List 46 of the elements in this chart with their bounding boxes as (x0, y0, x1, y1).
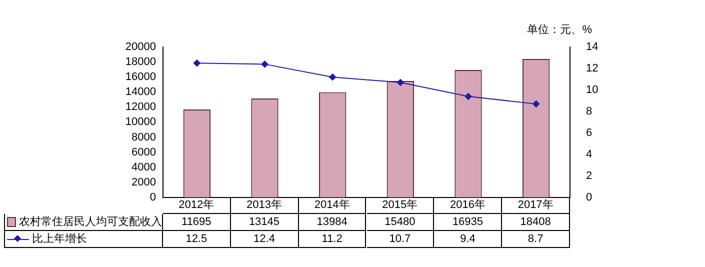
x-tick-label: 2012年 (163, 197, 231, 214)
data-label: 12.4 (230, 231, 299, 248)
x-tick-label: 2016年 (434, 197, 502, 214)
data-label: 18408 (502, 214, 570, 232)
y2-tick-label: 10 (586, 84, 598, 96)
data-label: 9.4 (434, 231, 502, 248)
x-tick-label: 2013年 (230, 197, 299, 214)
y-tick-label: 16000 (125, 71, 156, 84)
x-tick-label: 2017年 (502, 197, 570, 214)
y-tick-label: 12000 (125, 101, 156, 114)
data-label: 13145 (230, 214, 299, 232)
y-tick-label: 6000 (132, 146, 156, 158)
y2-tick-label: 0 (586, 191, 592, 204)
point (464, 92, 472, 100)
y-tick-label: 0 (150, 191, 156, 204)
y-tick-label: 18000 (125, 56, 156, 68)
data-label: 10.7 (366, 231, 434, 248)
text: 单位：元、% (527, 23, 592, 37)
y-tick-label: 8000 (132, 131, 156, 144)
data-label: 11.2 (298, 231, 366, 248)
data-label: 15480 (366, 214, 434, 232)
y-tick-label: 20000 (125, 41, 156, 54)
data-label: 8.7 (502, 231, 570, 248)
y2-tick-label: 14 (586, 41, 598, 54)
y2-tick-label: 12 (586, 62, 598, 75)
data-label: 11695 (163, 214, 231, 232)
point (329, 74, 336, 81)
legend-label: 比上年增长 (32, 232, 87, 247)
point (261, 60, 268, 68)
y2-tick-label: 4 (586, 148, 592, 160)
y2-tick-label: 8 (586, 105, 592, 118)
y2-tick-label: 6 (586, 126, 592, 139)
y2-tick-label: 2 (586, 170, 592, 182)
data-label: 13984 (298, 214, 366, 232)
y-tick-label: 4000 (132, 161, 156, 174)
x-tick-label: 2014年 (298, 197, 366, 214)
data-label: 16935 (434, 214, 502, 232)
data-label: 12.5 (163, 231, 231, 248)
y-tick-label: 14000 (125, 86, 156, 98)
y-tick-label: 10000 (125, 116, 156, 128)
point (532, 100, 540, 108)
point (193, 60, 200, 67)
y-tick-label: 2000 (132, 176, 156, 188)
point (396, 78, 404, 86)
legend-label: 农村常住居民人均可支配收入 (19, 214, 162, 230)
x-tick-label: 2015年 (366, 197, 434, 214)
